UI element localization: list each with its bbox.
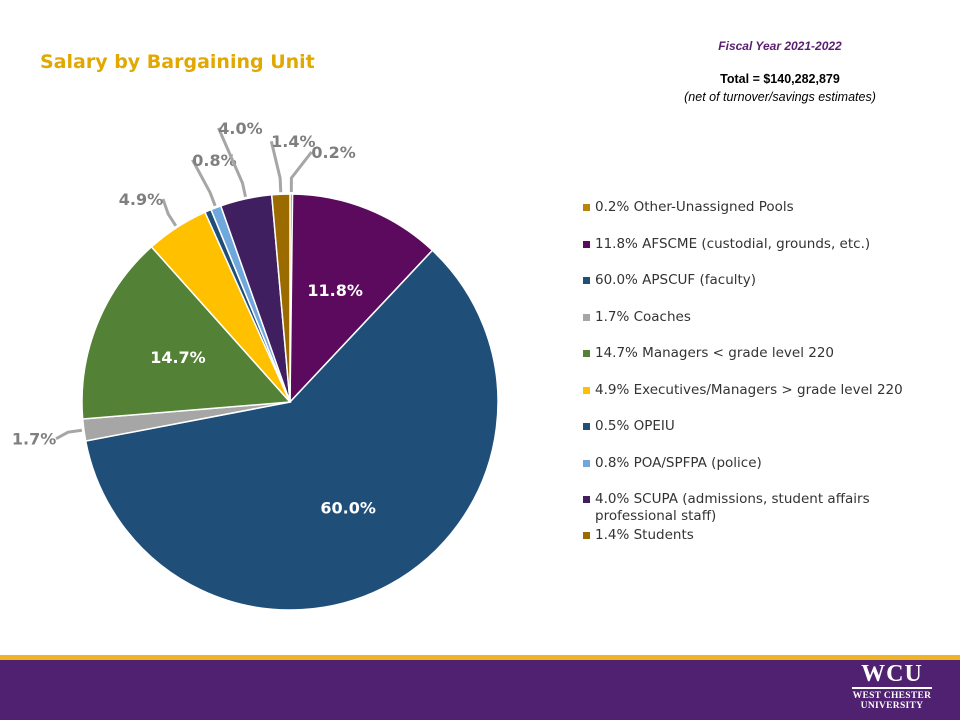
legend-label: 0.2% Other-Unassigned Pools — [595, 199, 794, 215]
legend-item: 1.7% Coaches — [583, 309, 933, 326]
legend-swatch — [583, 204, 590, 211]
legend-swatch — [583, 240, 590, 248]
legend-swatch — [583, 532, 590, 539]
leader-line — [289, 151, 313, 193]
logo-line-2: UNIVERSITY — [860, 701, 924, 711]
logo-rule — [852, 687, 932, 689]
data-label: 0.2% — [311, 143, 355, 162]
legend-swatch — [583, 386, 590, 394]
legend-swatch — [583, 459, 590, 467]
data-label: 60.0% — [320, 499, 376, 518]
legend-label: 4.9% Executives/Managers > grade level 2… — [595, 381, 903, 398]
legend-label: 11.8% AFSCME (custodial, grounds, etc.) — [595, 235, 871, 252]
leader-line — [217, 127, 247, 198]
data-label: 11.8% — [307, 281, 363, 300]
data-label: 14.7% — [150, 348, 206, 367]
pie-slice — [81, 245, 292, 420]
logo-mark: WCU — [861, 661, 923, 687]
leader-line — [161, 198, 178, 227]
legend-item: 4.9% Executives/Managers > grade level 2… — [583, 382, 933, 399]
legend-label: 1.4% Students — [595, 527, 694, 543]
chart-title: Salary by Bargaining Unit — [40, 51, 315, 73]
pie-slice — [84, 249, 499, 611]
legend-item: 0.5% OPEIU — [583, 418, 933, 435]
legend-swatch — [583, 423, 590, 430]
legend-label: 1.7% Coaches — [595, 308, 691, 325]
leader-line — [269, 140, 283, 193]
footer-accent-bar — [0, 655, 960, 660]
total-note: (net of turnover/savings estimates) — [684, 90, 876, 104]
legend-item: 60.0% APSCUF (faculty) — [583, 272, 933, 289]
legend-label: 4.0% SCUPA (admissions, student affairs … — [595, 491, 870, 524]
legend-item: 1.4% Students — [583, 527, 933, 544]
logo-line-1: WEST CHESTER — [852, 691, 932, 701]
data-label: 4.9% — [119, 190, 163, 209]
legend-label: 60.0% APSCUF (faculty) — [595, 272, 757, 288]
leader-line — [55, 428, 83, 441]
legend-swatch — [583, 496, 590, 503]
legend-label: 0.5% OPEIU — [595, 418, 675, 434]
footer-bar — [0, 660, 960, 720]
legend-label: 0.8% POA/SPFPA (police) — [595, 454, 762, 471]
pie-slice — [270, 193, 291, 403]
legend-item: 0.2% Other-Unassigned Pools — [583, 199, 933, 216]
leader-line — [191, 159, 217, 207]
legend-swatch — [583, 277, 590, 284]
legend: 0.2% Other-Unassigned Pools 11.8% AFSCME… — [583, 199, 933, 564]
pie-slice — [289, 193, 434, 404]
fiscal-year: Fiscal Year 2021-2022 — [718, 39, 842, 53]
legend-item: 4.0% SCUPA (admissions, student affairs … — [583, 491, 933, 525]
legend-item: 0.8% POA/SPFPA (police) — [583, 455, 933, 472]
data-label: 1.7% — [12, 430, 56, 449]
wcu-logo: WCU WEST CHESTER UNIVERSITY — [846, 662, 938, 720]
legend-label: 14.7% Managers < grade level 220 — [595, 345, 834, 361]
legend-item: 11.8% AFSCME (custodial, grounds, etc.) — [583, 236, 933, 253]
data-label: 1.4% — [271, 132, 315, 151]
legend-swatch — [583, 350, 590, 357]
total-amount: Total = $140,282,879 — [720, 72, 840, 86]
legend-swatch — [583, 313, 590, 321]
data-label: 0.8% — [192, 151, 236, 170]
data-label: 4.0% — [218, 119, 262, 138]
legend-item: 14.7% Managers < grade level 220 — [583, 345, 933, 362]
